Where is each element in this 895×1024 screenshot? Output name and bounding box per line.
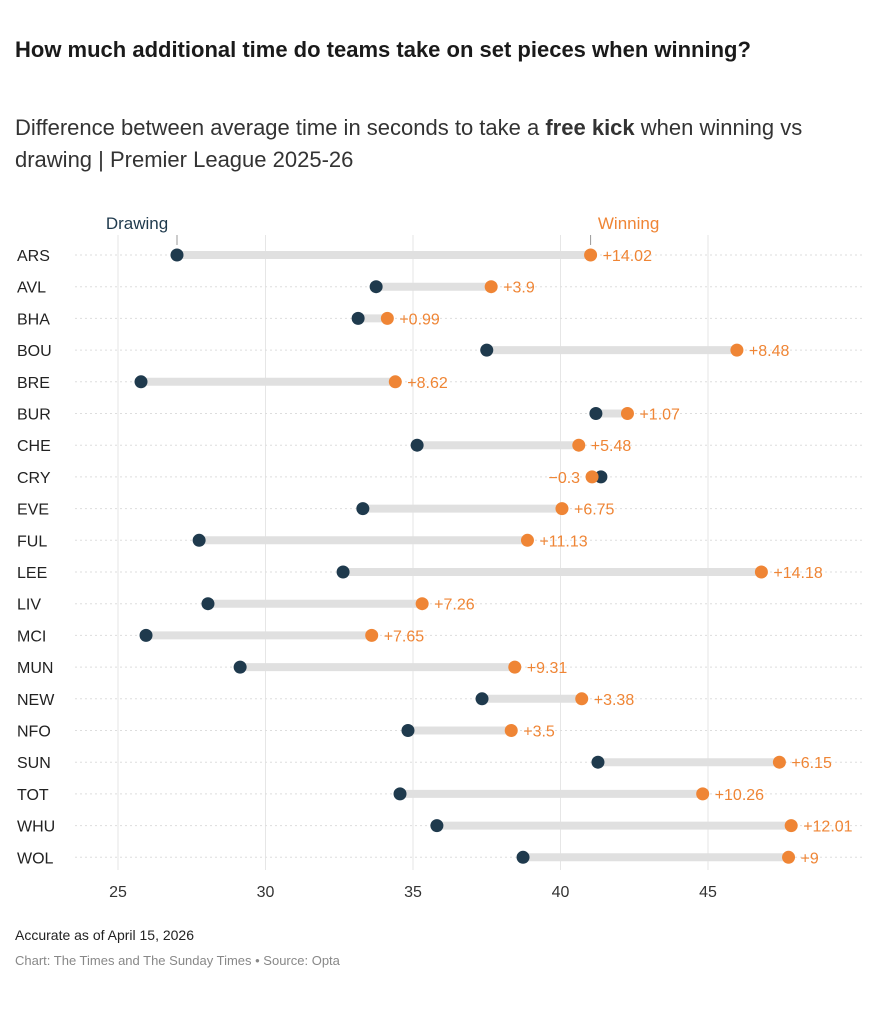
team-label: LEE xyxy=(17,565,47,582)
drawing-point xyxy=(201,597,215,611)
drawing-point xyxy=(475,692,489,706)
team-label: ARS xyxy=(17,248,50,265)
difference-label: +0.99 xyxy=(399,311,440,328)
team-label: NEW xyxy=(17,692,55,709)
drawing-point xyxy=(516,850,530,864)
team-label: LIV xyxy=(17,597,41,614)
difference-label: +8.48 xyxy=(749,343,790,360)
drawing-point xyxy=(356,502,370,516)
x-tick-label: 35 xyxy=(404,884,422,901)
drawing-point xyxy=(134,375,148,389)
x-tick-label: 30 xyxy=(257,884,275,901)
drawing-point xyxy=(139,628,153,642)
drawing-point xyxy=(410,438,424,452)
team-label: MUN xyxy=(17,660,53,677)
winning-point xyxy=(508,660,522,674)
difference-label: +7.65 xyxy=(384,628,425,645)
difference-label: +3.9 xyxy=(503,280,535,297)
drawing-point xyxy=(233,660,247,674)
team-label: EVE xyxy=(17,502,49,519)
team-label: WHU xyxy=(17,819,55,836)
team-label: SUN xyxy=(17,755,51,772)
difference-label: +12.01 xyxy=(803,819,852,836)
winning-point xyxy=(782,850,796,864)
source-credit: Chart: The Times and The Sunday Times • … xyxy=(15,953,340,968)
winning-point xyxy=(696,787,710,801)
drawing-point xyxy=(480,343,494,357)
x-tick-label: 45 xyxy=(699,884,717,901)
team-label: BOU xyxy=(17,343,52,360)
team-label: MCI xyxy=(17,628,46,645)
team-label: NFO xyxy=(17,724,51,741)
winning-point xyxy=(555,502,569,516)
team-label: BRE xyxy=(17,375,50,392)
winning-point xyxy=(388,375,402,389)
drawing-point xyxy=(430,819,444,833)
subtitle-post: when winning vs drawing | Premier League… xyxy=(15,115,803,172)
winning-point xyxy=(572,438,586,452)
difference-label: +5.48 xyxy=(591,438,632,455)
team-label: CHE xyxy=(17,438,51,455)
drawing-point xyxy=(369,280,383,294)
team-label: WOL xyxy=(17,850,54,867)
x-tick-label: 40 xyxy=(552,884,570,901)
difference-label: +6.15 xyxy=(791,755,832,772)
winning-point xyxy=(415,597,429,611)
difference-label: +9.31 xyxy=(527,660,568,677)
difference-label: +3.5 xyxy=(523,724,555,741)
difference-label: +6.75 xyxy=(574,502,615,519)
winning-point xyxy=(784,819,798,833)
legend-winning: Winning xyxy=(598,214,659,233)
drawing-point xyxy=(192,533,206,547)
difference-label: +14.18 xyxy=(773,565,822,582)
difference-label: +3.38 xyxy=(594,692,635,709)
difference-label: +11.13 xyxy=(539,533,587,550)
winning-point xyxy=(754,565,768,579)
winning-point xyxy=(365,628,379,642)
difference-label: −0.3 xyxy=(548,470,580,487)
difference-label: +14.02 xyxy=(603,248,652,265)
team-label: AVL xyxy=(17,280,46,297)
x-tick-label: 25 xyxy=(109,884,127,901)
team-label: FUL xyxy=(17,533,47,550)
team-label: BUR xyxy=(17,407,51,424)
drawing-point xyxy=(589,407,603,420)
drawing-point xyxy=(170,248,184,262)
drawing-point xyxy=(393,787,407,801)
team-label: TOT xyxy=(17,787,49,804)
difference-label: +9 xyxy=(801,850,819,867)
winning-point xyxy=(575,692,589,706)
team-label: BHA xyxy=(17,311,50,328)
winning-point xyxy=(585,470,599,484)
subtitle-pre: Difference between average time in secon… xyxy=(15,115,546,140)
winning-point xyxy=(380,311,394,325)
drawing-point xyxy=(336,565,350,579)
difference-label: +8.62 xyxy=(407,375,448,392)
difference-label: +10.26 xyxy=(715,787,764,804)
drawing-point xyxy=(351,311,365,325)
winning-point xyxy=(484,280,498,294)
winning-point xyxy=(520,533,534,547)
difference-label: +7.26 xyxy=(434,597,475,614)
difference-label: +1.07 xyxy=(639,407,680,424)
drawing-point xyxy=(401,724,415,737)
winning-point xyxy=(772,755,786,769)
subtitle-bold: free kick xyxy=(545,115,635,140)
chart-subtitle: Difference between average time in secon… xyxy=(15,112,875,176)
team-label: CRY xyxy=(17,470,51,487)
chart-title: How much additional time do teams take o… xyxy=(15,37,751,62)
winning-point xyxy=(730,343,744,357)
winning-point xyxy=(504,724,518,737)
legend-drawing: Drawing xyxy=(106,214,168,233)
drawing-point xyxy=(591,755,605,769)
accuracy-note: Accurate as of April 15, 2026 xyxy=(15,927,194,943)
dumbbell-chart: 25 30 35 40 45 ARS +14.02 AVL +3.9 BHA +0.99 BOU +8.… xyxy=(17,214,862,901)
winning-point xyxy=(584,248,598,262)
winning-point xyxy=(620,407,634,420)
